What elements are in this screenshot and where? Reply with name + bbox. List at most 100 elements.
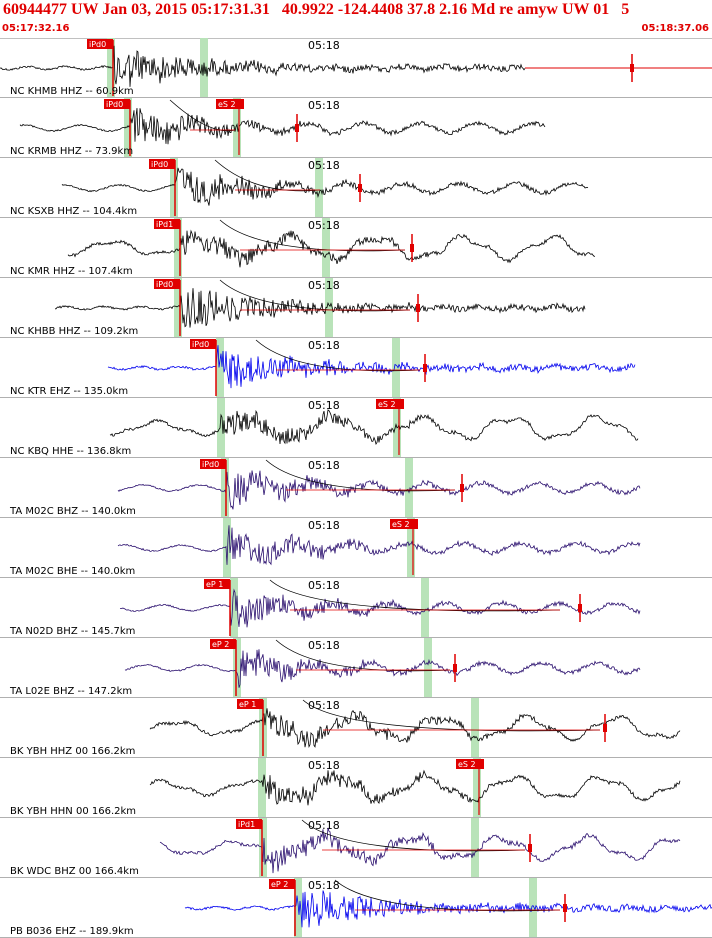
event-header: 60944477 UW Jan 03, 2015 05:17:31.31 40.… <box>0 0 712 39</box>
minute-tick-label: 05:18 <box>308 339 340 352</box>
seismogram-canvas[interactable]: 05:18 iPd0 NC KHMB HHZ -- 60.9km 05:18 iPd0 e… <box>0 38 712 938</box>
p-window-marker <box>233 638 241 697</box>
p-pick-box <box>237 699 263 709</box>
amplitude-marker <box>295 124 299 132</box>
station-label: TA M02C BHZ -- 140.0km <box>9 506 136 517</box>
amplitude-marker <box>416 304 420 312</box>
amplitude-marker <box>563 904 567 912</box>
station-label: BK WDC BHZ 00 166.4km <box>10 866 139 877</box>
coda-curve <box>334 879 561 912</box>
seismogram-panel[interactable]: 05:18 iPd0 NC KHMB HHZ -- 60.9km 05:18 iPd0 e… <box>0 38 712 938</box>
end-time-label: 05:18:37.06 <box>641 23 709 34</box>
amplitude-marker <box>528 844 532 852</box>
station-label: NC KHMB HHZ -- 60.9km <box>10 86 134 97</box>
minute-tick-label: 05:18 <box>308 279 340 292</box>
p-window-marker <box>223 518 231 577</box>
waveform-trace <box>61 167 589 206</box>
coda-curve <box>269 579 561 612</box>
p-window-marker <box>216 338 224 397</box>
station-label: NC KSXB HHZ -- 104.4km <box>10 206 137 217</box>
minute-tick-label: 05:18 <box>308 39 340 52</box>
minute-tick-label: 05:18 <box>308 639 340 652</box>
station-label: NC KBQ HHE -- 136.8km <box>10 446 131 457</box>
waveform-trace <box>67 229 596 268</box>
waveform-trace <box>55 288 586 328</box>
minute-tick-label: 05:18 <box>308 459 340 472</box>
p-pick-label: eP 2 <box>271 880 288 889</box>
coda-curve <box>301 819 526 852</box>
p-window-marker <box>174 218 182 277</box>
p-pick-box <box>190 339 216 349</box>
s-window-marker <box>421 578 429 637</box>
minute-tick-label: 05:18 <box>308 879 340 892</box>
p-pick-box <box>154 279 180 289</box>
s-window-marker <box>471 818 479 877</box>
p-pick-box <box>236 819 262 829</box>
s-pick-label: eS 2 <box>392 520 410 529</box>
p-pick-box <box>87 39 113 49</box>
station-label: PB B036 EHZ -- 189.9km <box>10 926 134 937</box>
waveform-trace <box>149 708 681 749</box>
p-pick-box <box>104 99 130 109</box>
p-pick-label: iPd0 <box>156 280 173 289</box>
s-window-marker <box>233 98 241 157</box>
coda-curve <box>219 219 406 252</box>
p-pick-box <box>200 459 226 469</box>
waveform-trace <box>159 827 681 874</box>
amplitude-marker <box>358 184 362 192</box>
minute-tick-label: 05:18 <box>308 579 340 592</box>
s-pick-box <box>376 399 404 409</box>
s-pick-box <box>456 759 484 769</box>
s-window-marker <box>529 878 537 937</box>
minute-tick-label: 05:18 <box>308 759 340 772</box>
p-pick-label: iPd0 <box>192 340 209 349</box>
s-window-marker <box>392 338 400 397</box>
p-pick-label: iPd1 <box>156 220 173 229</box>
p-pick-box <box>269 879 295 889</box>
minute-tick-label: 05:18 <box>308 819 340 832</box>
coda-curve <box>275 639 451 672</box>
p-window-marker <box>221 458 229 517</box>
p-window-marker <box>230 578 238 637</box>
waveform-trace <box>124 649 641 688</box>
waveform-trace <box>149 769 681 806</box>
coda-curve <box>302 699 601 732</box>
coda-curve <box>265 459 456 492</box>
p-window-marker <box>170 158 178 217</box>
amplitude-marker <box>423 364 427 372</box>
waveform-trace <box>107 345 636 389</box>
p-pick-box <box>154 219 180 229</box>
start-time-label: 05:17:32.16 <box>2 23 70 34</box>
amplitude-marker <box>603 724 607 732</box>
p-pick-label: iPd0 <box>106 100 123 109</box>
coda-curve <box>214 159 321 192</box>
p-pick-label: iPd0 <box>202 460 219 469</box>
waveform-trace <box>184 890 712 928</box>
station-label: TA L02E BHZ -- 147.2km <box>9 686 132 697</box>
station-label: TA N02D BHZ -- 145.7km <box>9 626 135 637</box>
s-window-marker <box>325 278 333 337</box>
s-window-marker <box>315 158 323 217</box>
waveform-trace <box>117 470 641 510</box>
s-pick-label: eS 2 <box>218 100 236 109</box>
s-window-marker <box>473 758 481 817</box>
p-pick-box <box>210 639 236 649</box>
station-label: NC KRMB HHZ -- 73.9km <box>10 146 133 157</box>
waveform-trace <box>109 409 639 445</box>
event-title: 60944477 UW Jan 03, 2015 05:17:31.31 40.… <box>3 1 630 18</box>
p-pick-label: iPd0 <box>151 160 168 169</box>
station-label: NC KHBB HHZ -- 109.2km <box>10 326 138 337</box>
p-window-marker <box>174 278 182 337</box>
s-window-marker <box>424 638 432 697</box>
amplitude-marker <box>460 484 464 492</box>
s-pick-label: eS 2 <box>458 760 476 769</box>
p-pick-label: eP 1 <box>206 580 223 589</box>
waveform-trace <box>0 45 526 87</box>
s-window-marker <box>471 698 479 757</box>
p-pick-label: eP 2 <box>212 640 229 649</box>
p-pick-label: eP 1 <box>239 700 256 709</box>
s-window-marker <box>322 218 330 277</box>
p-window-marker <box>124 98 132 157</box>
coda-curve <box>219 279 411 312</box>
s-pick-box <box>216 99 244 109</box>
